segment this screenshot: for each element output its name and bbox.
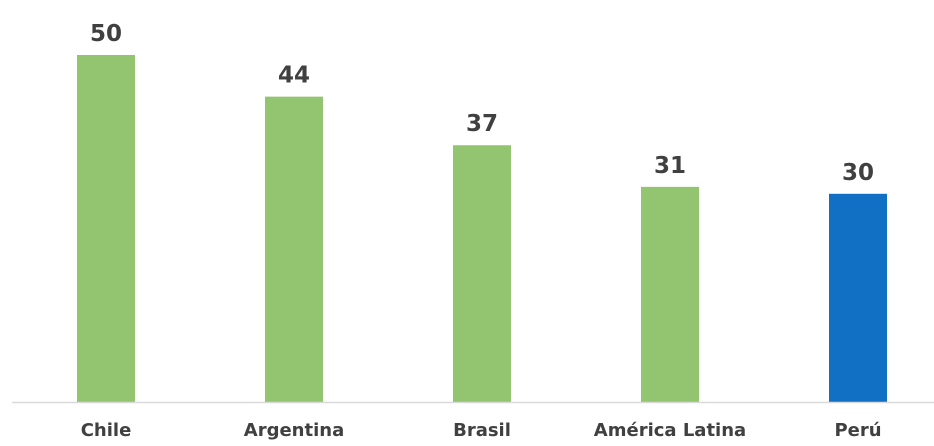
data-label-argentina: 44 xyxy=(278,63,310,89)
x-tick-label-argentina: Argentina xyxy=(244,420,344,441)
data-label-america-latina: 31 xyxy=(654,153,686,179)
data-label-peru: 30 xyxy=(842,160,874,186)
data-label-brasil: 37 xyxy=(466,111,498,137)
bar-chile xyxy=(77,55,135,402)
bar-peru xyxy=(829,193,887,402)
x-tick-label-america-latina: América Latina xyxy=(594,420,746,441)
x-tick-labels-group: Chile Argentina Brasil América Latina Perú xyxy=(81,420,882,441)
bar-america-latina xyxy=(641,186,699,402)
bar-argentina xyxy=(265,96,323,402)
bars-group xyxy=(77,55,887,402)
value-labels-group: 50 44 37 31 30 xyxy=(90,21,874,186)
x-tick-label-chile: Chile xyxy=(81,420,132,441)
bar-brasil xyxy=(453,145,511,402)
x-tick-label-peru: Perú xyxy=(834,420,881,441)
data-label-chile: 50 xyxy=(90,21,122,47)
x-tick-label-brasil: Brasil xyxy=(453,420,511,441)
